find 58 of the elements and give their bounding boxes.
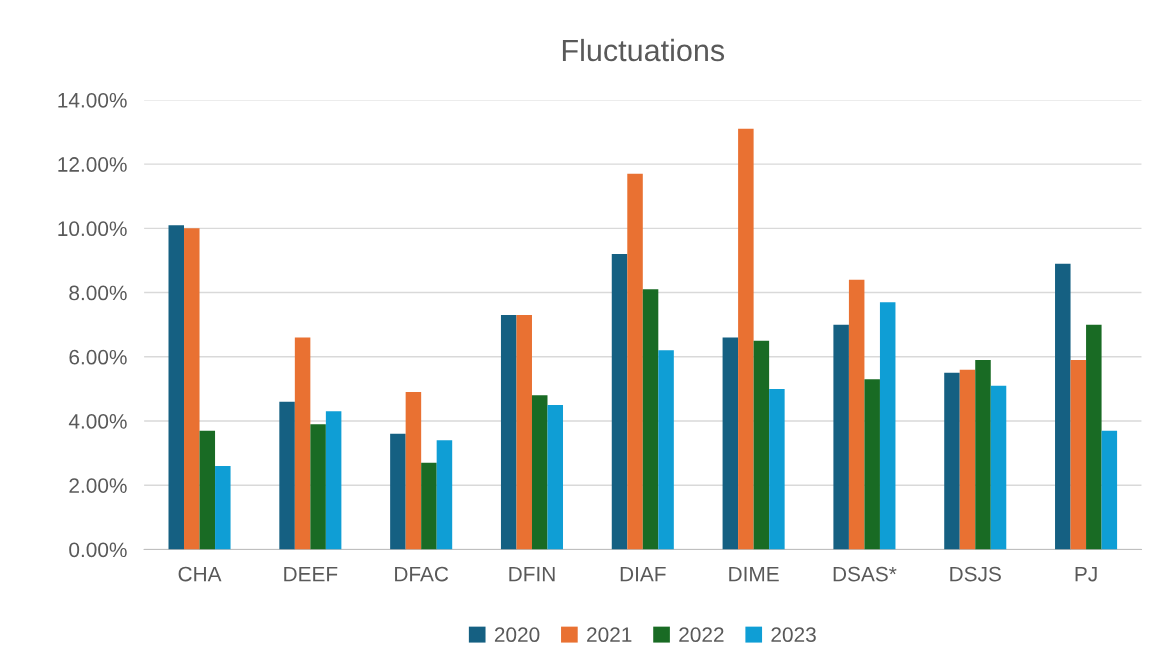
bar — [279, 401, 295, 550]
bar — [627, 173, 643, 550]
legend-label: 2021 — [587, 627, 632, 643]
bar — [864, 379, 880, 550]
y-tick-label: 8.00% — [69, 285, 127, 301]
legend-label: 2020 — [494, 627, 540, 643]
bar — [990, 385, 1007, 550]
y-tick-label: 4.00% — [68, 414, 127, 429]
bar — [738, 128, 754, 550]
bar — [722, 337, 739, 550]
chart-title: Fluctuations — [562, 38, 725, 62]
bar — [516, 315, 532, 550]
bar — [944, 372, 960, 550]
x-tick-label: CHA — [178, 566, 222, 582]
bar — [769, 388, 785, 550]
bar — [959, 369, 976, 550]
bar — [215, 465, 231, 550]
bar — [184, 228, 200, 550]
bar — [658, 350, 674, 550]
bar — [879, 302, 896, 550]
y-tick-label: 14.00% — [58, 92, 127, 108]
bar — [611, 254, 628, 550]
x-tick-label: DIAF — [620, 566, 666, 582]
bar — [753, 340, 770, 550]
legend-label: 2023 — [771, 627, 816, 643]
bar — [547, 404, 564, 550]
y-tick-label: 10.00% — [58, 221, 127, 237]
x-tick-label: PJ — [1075, 566, 1097, 582]
bar — [405, 392, 422, 550]
x-tick-label: DFIN — [509, 566, 555, 582]
bar — [975, 360, 991, 550]
bar — [325, 411, 342, 550]
bar — [168, 225, 185, 550]
bar — [833, 324, 849, 550]
bar — [531, 395, 548, 550]
legend-label: 2022 — [679, 627, 724, 643]
x-tick-label: DIME — [729, 566, 779, 582]
bar — [1070, 360, 1087, 550]
x-tick-label: DEEF — [284, 566, 338, 582]
bar — [848, 279, 865, 550]
y-tick-label: 2.00% — [69, 478, 127, 493]
y-tick-label: 0.00% — [69, 542, 127, 558]
bar — [436, 440, 453, 550]
bar — [421, 462, 437, 550]
x-tick-label: DSAS* — [833, 566, 897, 582]
bar — [199, 430, 216, 550]
y-tick-label: 6.00% — [69, 349, 127, 365]
bar — [1101, 430, 1118, 550]
bar — [390, 433, 406, 550]
bar — [500, 315, 517, 550]
y-tick-label: 12.00% — [58, 157, 127, 172]
bar — [1055, 263, 1071, 550]
bar — [310, 424, 326, 550]
bar — [294, 337, 311, 550]
bar — [642, 289, 659, 550]
x-tick-label: DSJS — [950, 566, 1001, 582]
bar — [1086, 324, 1102, 550]
x-tick-label: DFAC — [395, 566, 449, 582]
